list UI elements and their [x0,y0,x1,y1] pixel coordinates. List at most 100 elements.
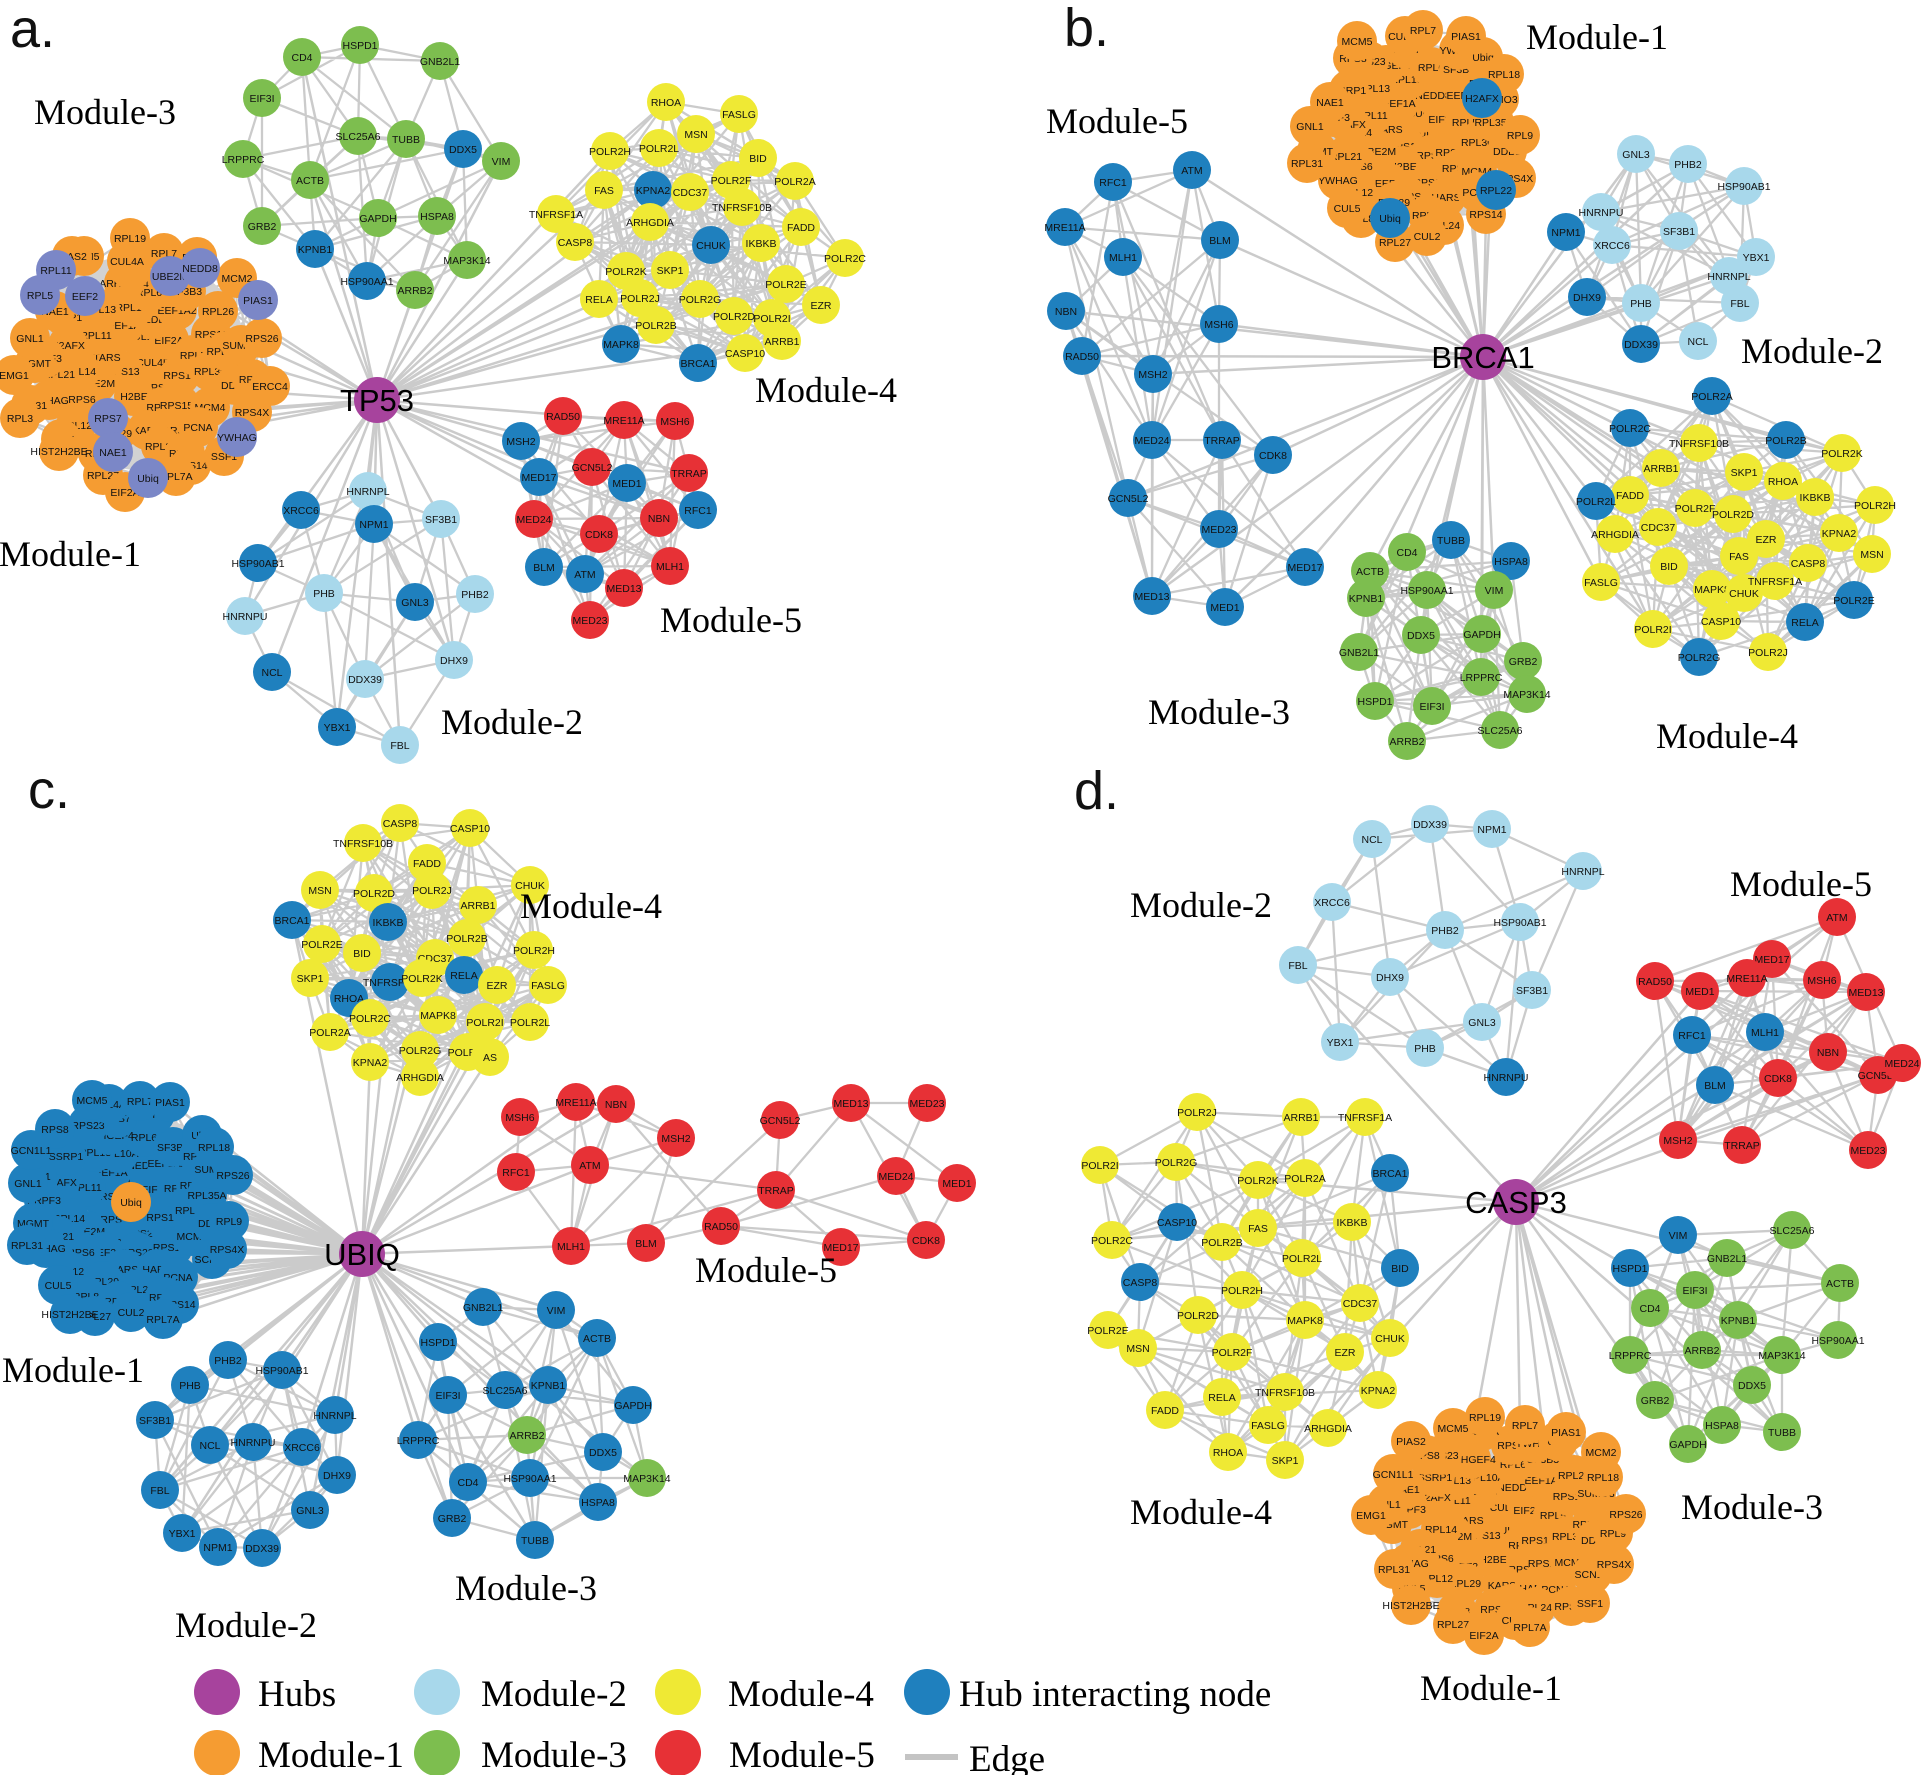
svg-text:HNRNPU: HNRNPU [223,611,268,623]
svg-text:TRRAP: TRRAP [1724,1140,1760,1152]
svg-text:DDX5: DDX5 [589,1447,617,1459]
svg-text:RPL7: RPL7 [1512,1420,1538,1432]
svg-text:Module-3: Module-3 [1148,692,1290,732]
svg-text:DDX5: DDX5 [449,144,477,156]
svg-text:FAS: FAS [1729,551,1749,563]
svg-text:Module-4: Module-4 [755,370,897,410]
svg-text:VIM: VIM [492,156,511,168]
svg-text:HSP90AA1: HSP90AA1 [503,1473,556,1485]
svg-text:MED13: MED13 [833,1098,868,1110]
svg-text:POLR2I: POLR2I [1634,624,1671,636]
svg-text:YBX1: YBX1 [1327,1037,1354,1049]
svg-text:FBL: FBL [390,740,409,752]
svg-text:KPNB1: KPNB1 [298,244,333,256]
svg-text:SLC25A6: SLC25A6 [1478,725,1523,737]
svg-text:RAD50: RAD50 [1065,351,1099,363]
svg-text:RPL30: RPL30 [1461,137,1493,149]
svg-text:MAP3K14: MAP3K14 [1503,689,1550,701]
svg-text:XRCC6: XRCC6 [1314,897,1350,909]
svg-text:POLR2G: POLR2G [1155,1157,1198,1169]
svg-text:MED13: MED13 [1848,987,1883,999]
svg-text:Ubiq: Ubiq [120,1197,142,1209]
svg-text:RPL6: RPL6 [131,1132,157,1144]
svg-text:RPS8: RPS8 [41,1124,69,1136]
svg-text:POLR2L: POLR2L [1576,496,1616,508]
svg-text:POLR2I: POLR2I [466,1017,503,1029]
svg-text:MSH2: MSH2 [506,436,535,448]
svg-text:RPL31: RPL31 [1291,158,1323,170]
svg-text:CD4: CD4 [291,52,312,64]
svg-text:FBL: FBL [1730,298,1749,310]
svg-text:MLH1: MLH1 [557,1241,585,1253]
svg-text:CDC37: CDC37 [673,187,708,199]
svg-text:GRB2: GRB2 [1509,656,1538,668]
svg-text:TRRAP: TRRAP [671,468,707,480]
svg-text:HSP90AA1: HSP90AA1 [1400,585,1453,597]
svg-text:PHB: PHB [313,588,335,600]
svg-text:MED17: MED17 [823,1242,858,1254]
svg-text:EIF2A: EIF2A [1469,1630,1498,1642]
svg-text:MLH1: MLH1 [656,561,684,573]
svg-text:POLR2J: POLR2J [1177,1107,1217,1119]
svg-text:EMG1: EMG1 [0,370,29,382]
svg-text:GNL1: GNL1 [16,333,44,345]
svg-text:Module-2: Module-2 [481,1674,627,1715]
svg-text:RELA: RELA [450,970,477,982]
svg-text:POLR2C: POLR2C [349,1013,391,1025]
svg-text:TNFRSF1A: TNFRSF1A [1338,1112,1392,1124]
svg-text:HNRNPU: HNRNPU [1579,207,1624,219]
svg-text:TNFRSF1A: TNFRSF1A [529,209,583,221]
svg-text:Module-2: Module-2 [1741,331,1883,371]
svg-text:SSRP1: SSRP1 [1418,1472,1453,1484]
svg-text:XRCC6: XRCC6 [1594,240,1630,252]
svg-text:POLR2E: POLR2E [765,279,806,291]
svg-text:ARHGDIA: ARHGDIA [1304,1423,1352,1435]
svg-text:RHOA: RHOA [651,97,681,109]
svg-text:MCM2: MCM2 [1586,1447,1617,1459]
svg-text:POLR2G: POLR2G [399,1045,442,1057]
svg-text:ACTB: ACTB [1826,1278,1854,1290]
svg-text:FASLG: FASLG [1251,1420,1285,1432]
svg-text:KPNA2: KPNA2 [636,185,671,197]
svg-text:Module-3: Module-3 [1681,1487,1823,1527]
svg-text:RPS23: RPS23 [71,1120,104,1132]
svg-text:ARRB2: ARRB2 [397,285,432,297]
svg-text:ARRB2: ARRB2 [1684,1345,1719,1357]
svg-text:RPL18: RPL18 [198,1142,230,1154]
svg-text:DDX5: DDX5 [1407,630,1435,642]
svg-text:EZR: EZR [487,980,508,992]
svg-text:POLR2G: POLR2G [679,294,722,306]
svg-text:Module-2: Module-2 [1130,885,1272,925]
svg-text:NPM1: NPM1 [359,519,388,531]
svg-text:MCM2: MCM2 [222,273,253,285]
svg-text:RPL19: RPL19 [1469,1412,1501,1424]
svg-text:HSPA8: HSPA8 [581,1497,615,1509]
svg-text:RPS4X: RPS4X [235,407,269,419]
svg-text:Module-5: Module-5 [660,600,802,640]
svg-text:MAPK8: MAPK8 [1694,584,1730,596]
svg-text:CASP8: CASP8 [1791,558,1826,570]
svg-text:MSN: MSN [1126,1343,1149,1355]
svg-text:MED23: MED23 [909,1098,944,1110]
svg-text:FAS: FAS [594,185,614,197]
svg-text:CDK8: CDK8 [1764,1073,1792,1085]
svg-text:MAP3K14: MAP3K14 [443,255,490,267]
svg-text:GNL3: GNL3 [1468,1017,1496,1029]
svg-text:HNRNPL: HNRNPL [346,486,389,498]
svg-text:RHOA: RHOA [1213,1447,1243,1459]
svg-text:PIAS2: PIAS2 [1396,1436,1426,1448]
svg-text:MCM5: MCM5 [1342,36,1373,48]
svg-text:PIAS1: PIAS1 [1551,1427,1581,1439]
svg-text:RPL31: RPL31 [1378,1564,1410,1576]
svg-text:XRCC6: XRCC6 [284,1442,320,1454]
svg-text:HSP90AB1: HSP90AB1 [231,558,284,570]
svg-text:RFC1: RFC1 [684,505,712,517]
svg-text:LRPPRC: LRPPRC [222,154,265,166]
svg-text:CHUK: CHUK [1375,1333,1405,1345]
svg-text:MED24: MED24 [516,514,551,526]
svg-text:CDK8: CDK8 [1259,450,1287,462]
svg-text:H2BE: H2BE [1479,1554,1506,1566]
svg-text:ARHGDIA: ARHGDIA [1591,529,1639,541]
svg-text:EIF3I: EIF3I [249,93,274,105]
svg-text:DDX39: DDX39 [348,674,382,686]
